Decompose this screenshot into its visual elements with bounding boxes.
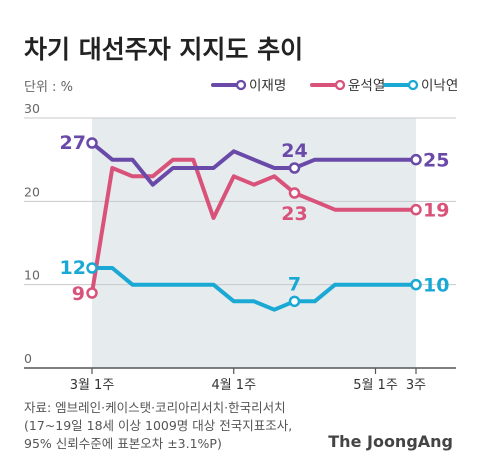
brand-logo: The JoongAng	[328, 432, 453, 451]
data-point-이재명	[86, 137, 98, 149]
plot-area: 0 10 20 30 3월 1주 4월 1주 5월 1주 3주 12 7 10 9 23 19 27 24 25	[24, 101, 456, 393]
legend-marker-이재명	[235, 79, 247, 91]
data-label-이낙연: 10	[423, 275, 449, 297]
shaded-band	[92, 118, 416, 368]
legend-label-이낙연: 이낙연	[421, 78, 458, 94]
data-label-이낙연: 7	[288, 273, 301, 295]
data-point-이재명	[410, 153, 422, 166]
data-point-윤석열	[86, 287, 98, 299]
legend: 이재명 윤석열 이낙연	[211, 78, 458, 94]
x-tick-label: 4월 1주	[211, 378, 256, 393]
data-label-이낙연: 12	[60, 257, 86, 279]
data-point-이낙연	[410, 278, 422, 291]
data-label-이재명: 27	[60, 132, 86, 154]
x-tick-label: 3월 1주	[70, 378, 115, 393]
source-line-1: 자료: 엠브레인·케이스탯·코리아리서치·한국리서치	[24, 400, 286, 415]
data-point-이낙연	[86, 262, 98, 274]
data-label-이재명: 24	[281, 140, 307, 162]
data-label-윤석열: 23	[281, 203, 307, 225]
y-tick-label-10: 10	[24, 268, 40, 283]
source-line-2: (17~19일 18세 이상 1009명 대상 전국지표조사,	[24, 418, 292, 433]
series-line-이재명	[90, 141, 418, 187]
legend-marker-이낙연	[407, 79, 419, 91]
y-tick-label-20: 20	[24, 184, 40, 199]
data-point-윤석열	[410, 203, 422, 216]
x-tick-label: 3주	[406, 378, 426, 393]
data-label-윤석열: 9	[72, 283, 85, 305]
data-point-이낙연	[288, 295, 301, 308]
data-label-이재명: 25	[423, 150, 449, 172]
x-tick-label: 5월 1주	[353, 378, 398, 393]
source-line-3: 95% 신뢰수준에 표본오차 ±3.1%P)	[24, 436, 222, 451]
data-point-이재명	[288, 162, 301, 174]
series-line-이낙연	[90, 266, 418, 312]
legend-label-이재명: 이재명	[249, 78, 286, 94]
y-tick-label-30: 30	[24, 101, 40, 116]
y-tick-label-0: 0	[24, 351, 32, 366]
unit-label: 단위 : %	[24, 80, 73, 95]
data-label-윤석열: 19	[423, 200, 449, 222]
legend-marker-윤석열	[334, 79, 346, 91]
legend-label-윤석열: 윤석열	[348, 78, 385, 94]
chart-title: 차기 대선주자 지지도 추이	[24, 35, 303, 64]
data-point-윤석열	[288, 187, 301, 199]
